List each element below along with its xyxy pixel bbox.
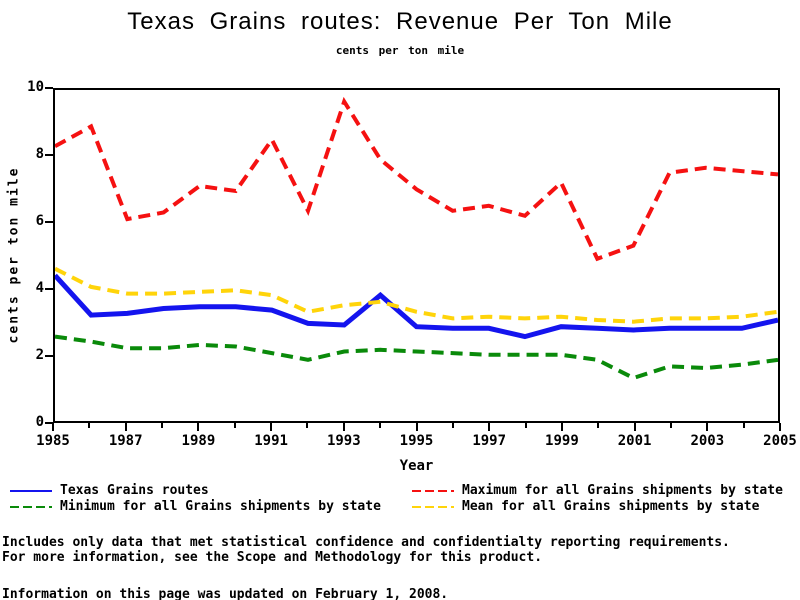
- legend-line-swatch: [412, 505, 454, 508]
- series-line-maximum-for-all-grains-shipments-by-state: [55, 96, 778, 262]
- x-tick-label: 2003: [690, 433, 725, 449]
- legend-label: Mean for all Grains shipments by state: [462, 499, 760, 514]
- chart-title: Texas Grains routes: Revenue Per Ton Mil…: [127, 8, 673, 35]
- x-tick: [161, 423, 164, 428]
- legend-item-minimum-for-all-grains-shipments-by-state: Minimum for all Grains shipments by stat…: [10, 499, 412, 514]
- x-tick: [342, 423, 345, 431]
- series-line-texas-grains-routes: [55, 273, 778, 340]
- y-axis-title: cents per ton mile: [6, 166, 22, 344]
- x-tick: [451, 423, 454, 428]
- x-tick-label: 2001: [617, 433, 652, 449]
- legend-item-texas-grains-routes: Texas Grains routes: [10, 483, 412, 498]
- x-tick-label: 1989: [181, 433, 216, 449]
- y-tick: [45, 154, 53, 156]
- x-tick-label: 1987: [108, 433, 143, 449]
- x-tick: [233, 423, 236, 428]
- y-tick-label: 4: [35, 280, 44, 296]
- legend-item-mean-for-all-grains-shipments-by-state: Mean for all Grains shipments by state: [412, 499, 792, 514]
- x-tick: [52, 423, 54, 431]
- legend: Texas Grains routes Maximum for all Grain…: [10, 483, 792, 514]
- series-line-mean-for-all-grains-shipments-by-state: [55, 266, 778, 324]
- legend-line-swatch: [10, 505, 52, 508]
- x-tick: [633, 423, 636, 431]
- y-tick-label: 10: [27, 79, 44, 95]
- update-notice: Information on this page was updated on …: [2, 587, 449, 600]
- x-tick-label: 1985: [36, 433, 70, 449]
- x-tick: [270, 423, 273, 431]
- legend-line-swatch: [10, 489, 52, 492]
- legend-label: Minimum for all Grains shipments by stat…: [60, 499, 381, 514]
- x-tick: [306, 423, 309, 428]
- y-tick-label: 2: [35, 347, 44, 363]
- y-tick: [45, 87, 53, 89]
- y-tick: [45, 221, 53, 223]
- y-tick-label: 8: [35, 146, 44, 162]
- x-tick: [88, 423, 91, 428]
- x-tick-label: 1995: [399, 433, 434, 449]
- footnote-line-2: For more information, see the Scope and …: [2, 550, 543, 565]
- x-tick: [706, 423, 709, 431]
- y-tick-label: 0: [35, 414, 44, 430]
- plot-svg: [55, 96, 778, 381]
- x-tick: [124, 423, 127, 431]
- footnote-line-1: Includes only data that met statistical …: [2, 535, 730, 550]
- legend-label: Texas Grains routes: [60, 483, 209, 498]
- legend-line-swatch: [412, 489, 454, 492]
- series-line-minimum-for-all-grains-shipments-by-state: [55, 334, 778, 381]
- legend-label: Maximum for all Grains shipments by stat…: [462, 483, 783, 498]
- legend-item-maximum-for-all-grains-shipments-by-state: Maximum for all Grains shipments by stat…: [412, 483, 792, 498]
- y-tick: [45, 355, 53, 357]
- x-tick: [597, 423, 600, 428]
- x-tick: [488, 423, 491, 431]
- x-tick-label: 1999: [545, 433, 579, 449]
- x-tick: [560, 423, 563, 431]
- plot-area: [53, 88, 780, 423]
- x-tick: [197, 423, 200, 431]
- x-tick: [742, 423, 745, 428]
- y-tick-label: 6: [35, 213, 44, 229]
- x-tick: [669, 423, 672, 428]
- x-tick-label: 2005: [763, 433, 797, 449]
- x-tick: [379, 423, 382, 428]
- x-axis-title: Year: [399, 458, 434, 474]
- x-tick: [524, 423, 527, 428]
- x-tick-label: 1997: [472, 433, 507, 449]
- x-tick: [415, 423, 418, 431]
- x-tick-label: 1993: [326, 433, 361, 449]
- y-tick: [45, 422, 53, 424]
- chart-subtitle: cents per ton mile: [335, 44, 465, 57]
- y-tick: [45, 288, 53, 290]
- x-tick: [779, 423, 781, 431]
- x-tick-label: 1991: [254, 433, 288, 449]
